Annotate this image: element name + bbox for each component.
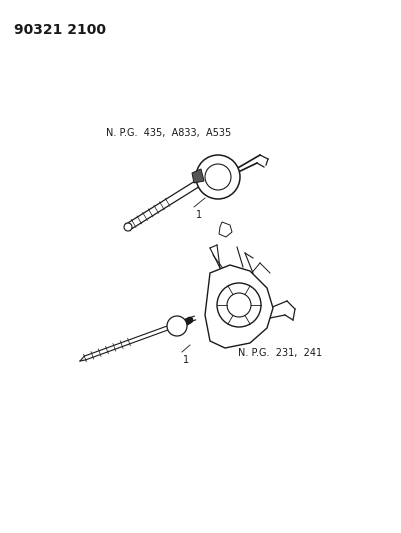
- Circle shape: [205, 164, 231, 190]
- Polygon shape: [205, 265, 273, 348]
- Circle shape: [227, 293, 251, 317]
- Text: N. P.G.  435,  A833,  A535: N. P.G. 435, A833, A535: [106, 128, 231, 138]
- Text: N. P.G.  231,  241: N. P.G. 231, 241: [238, 348, 322, 358]
- Circle shape: [197, 175, 209, 187]
- Text: 1: 1: [183, 355, 189, 365]
- Circle shape: [167, 316, 187, 336]
- Polygon shape: [192, 169, 204, 183]
- Polygon shape: [219, 222, 232, 237]
- Circle shape: [217, 283, 261, 327]
- Circle shape: [196, 155, 240, 199]
- Text: 1: 1: [196, 210, 202, 220]
- Circle shape: [124, 223, 132, 231]
- Text: 90321 2100: 90321 2100: [14, 23, 106, 37]
